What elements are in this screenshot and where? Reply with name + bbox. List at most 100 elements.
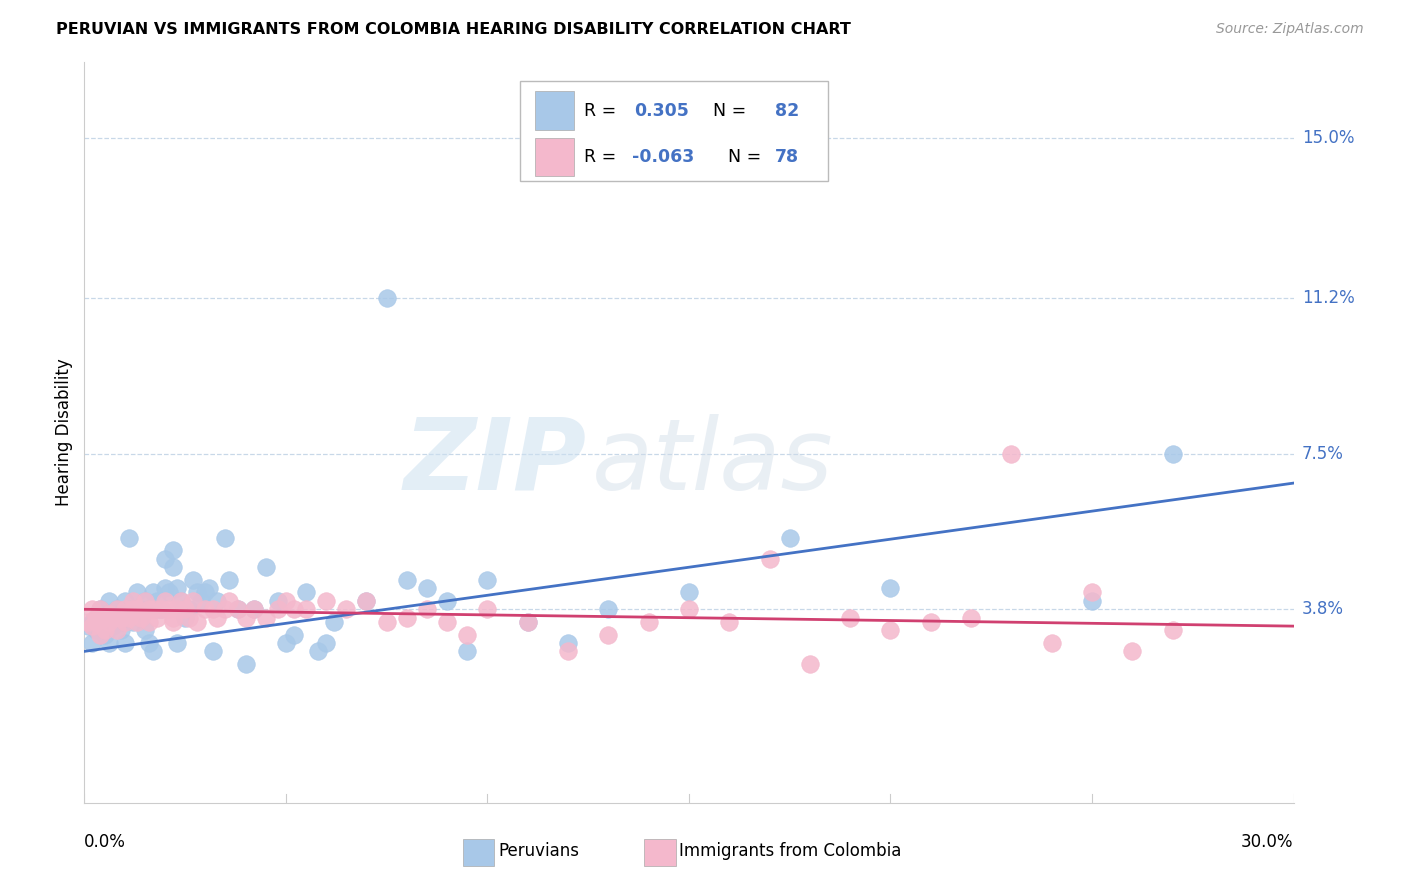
Point	[218, 573, 240, 587]
Text: atlas: atlas	[592, 414, 834, 511]
Point	[254, 610, 277, 624]
Point	[557, 636, 579, 650]
Point	[557, 644, 579, 658]
Point	[598, 627, 620, 641]
Point	[295, 602, 318, 616]
Text: 78: 78	[775, 148, 799, 166]
Point	[93, 627, 115, 641]
Point	[516, 615, 538, 629]
Point	[153, 594, 176, 608]
Point	[114, 594, 136, 608]
Point	[121, 602, 143, 616]
Point	[214, 602, 236, 616]
Point	[879, 581, 901, 595]
Point	[89, 627, 111, 641]
Text: N =: N =	[717, 148, 766, 166]
Point	[110, 610, 132, 624]
Point	[477, 602, 499, 616]
Point	[416, 602, 439, 616]
Point	[162, 543, 184, 558]
Point	[274, 636, 297, 650]
Point	[146, 610, 169, 624]
Text: 3.8%: 3.8%	[1302, 600, 1344, 618]
Point	[89, 602, 111, 616]
Point	[315, 594, 337, 608]
Point	[477, 573, 499, 587]
Point	[89, 602, 111, 616]
Point	[395, 573, 418, 587]
Point	[114, 615, 136, 629]
Point	[97, 607, 120, 621]
Point	[114, 607, 136, 621]
Point	[718, 615, 741, 629]
Point	[323, 615, 346, 629]
Point	[436, 594, 458, 608]
Point	[134, 624, 156, 638]
Point	[97, 615, 120, 629]
Point	[960, 610, 983, 624]
Point	[118, 602, 141, 616]
Point	[82, 619, 104, 633]
Point	[118, 610, 141, 624]
Text: 0.305: 0.305	[634, 102, 689, 120]
Point	[149, 602, 172, 616]
Point	[416, 581, 439, 595]
Point	[166, 581, 188, 595]
Point	[283, 602, 305, 616]
Point	[162, 615, 184, 629]
Point	[295, 585, 318, 599]
Point	[202, 644, 225, 658]
Point	[105, 602, 128, 616]
Point	[283, 627, 305, 641]
Point	[879, 624, 901, 638]
Point	[129, 610, 152, 624]
Point	[375, 615, 398, 629]
Point	[356, 594, 378, 608]
Point	[174, 602, 197, 616]
Point	[101, 610, 124, 624]
Text: N =: N =	[702, 102, 752, 120]
Point	[218, 594, 240, 608]
Point	[678, 602, 700, 616]
Point	[162, 610, 184, 624]
Point	[157, 585, 180, 599]
Point	[101, 610, 124, 624]
Point	[121, 594, 143, 608]
Point	[1161, 624, 1184, 638]
Text: -0.063: -0.063	[633, 148, 695, 166]
Point	[179, 610, 201, 624]
Point	[254, 560, 277, 574]
Point	[395, 610, 418, 624]
Text: R =: R =	[583, 102, 621, 120]
Point	[235, 657, 257, 671]
Text: 11.2%: 11.2%	[1302, 289, 1354, 307]
Point	[138, 636, 160, 650]
Point	[274, 594, 297, 608]
Point	[226, 602, 249, 616]
Point	[134, 594, 156, 608]
Text: 30.0%: 30.0%	[1241, 833, 1294, 851]
Point	[202, 602, 225, 616]
Point	[134, 594, 156, 608]
Text: 7.5%: 7.5%	[1302, 444, 1344, 463]
Point	[93, 624, 115, 638]
Point	[121, 602, 143, 616]
Point	[1000, 447, 1022, 461]
Point	[125, 602, 148, 616]
Point	[456, 644, 478, 658]
Point	[129, 610, 152, 624]
Text: 15.0%: 15.0%	[1302, 129, 1354, 147]
FancyBboxPatch shape	[463, 839, 495, 866]
Point	[267, 594, 290, 608]
Point	[93, 610, 115, 624]
Point	[1040, 636, 1063, 650]
Point	[114, 636, 136, 650]
Point	[456, 627, 478, 641]
Point	[105, 624, 128, 638]
Point	[138, 602, 160, 616]
Point	[186, 585, 208, 599]
Point	[190, 594, 212, 608]
Point	[207, 610, 229, 624]
Point	[356, 594, 378, 608]
Point	[307, 644, 329, 658]
